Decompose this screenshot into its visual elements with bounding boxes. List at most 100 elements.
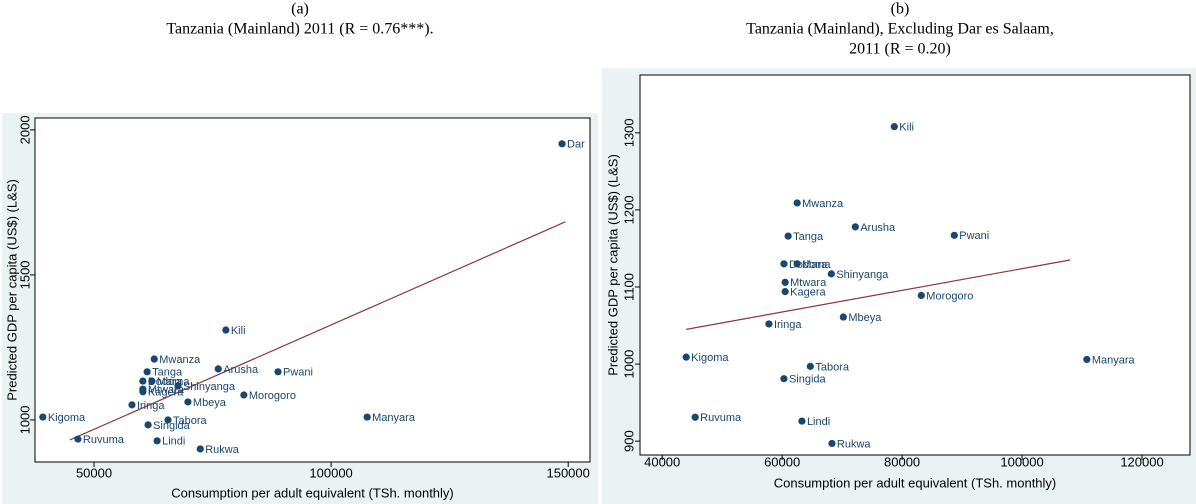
y-axis-title: Predicted GDP per capita (US$) (L&S) (4, 179, 19, 401)
fit-line (69, 221, 566, 441)
point (798, 417, 806, 425)
point-label: Manyara (372, 412, 416, 424)
point-label: Singida (789, 374, 827, 386)
point (839, 313, 847, 321)
point (806, 362, 814, 370)
point (128, 401, 136, 409)
x-axis-title: Consumption per adult equivalent (TSh. m… (171, 485, 454, 500)
point-label: Shinyanga (183, 381, 236, 393)
x-axis-title: Consumption per adult equivalent (TSh. m… (774, 475, 1057, 490)
point (148, 377, 156, 385)
point-label: Kili (899, 122, 914, 134)
plot-area (639, 74, 1191, 456)
point-label: Pwani (959, 230, 989, 242)
point-label: Rukwa (837, 438, 872, 450)
point (793, 199, 801, 207)
chart-title: Tanzania (Mainland), Excluding Dar es Sa… (746, 21, 1054, 38)
point-label: Kagera (148, 387, 184, 399)
point-label: Morogoro (926, 290, 973, 302)
point-label: Iringa (774, 319, 802, 331)
point-label: Lindi (162, 436, 185, 448)
point-label: Kili (231, 325, 246, 337)
y-tick-label: 1200 (621, 195, 636, 224)
chart-title: 2011 (R = 0.20) (849, 41, 951, 58)
point-label: Dar (567, 139, 585, 151)
point (139, 388, 147, 396)
point (150, 355, 158, 363)
y-tick-label: 1000 (17, 405, 32, 434)
y-tick-label: 900 (621, 430, 636, 452)
point-label: Kagera (790, 286, 826, 298)
point (827, 270, 835, 278)
x-tick-label: 40000 (644, 454, 680, 469)
x-tick-label: 100000 (309, 465, 352, 480)
x-tick-label: 60000 (764, 454, 800, 469)
point-label: Tabora (173, 415, 208, 427)
point (950, 231, 958, 239)
point (558, 140, 566, 148)
point-label: Tabora (815, 361, 850, 373)
point-label: Mbeya (848, 312, 882, 324)
y-tick-label: 1300 (621, 118, 636, 147)
y-tick-label: 2000 (17, 115, 32, 144)
point (1083, 355, 1091, 364)
point (890, 123, 898, 131)
point (39, 413, 47, 421)
y-tick-label: 1500 (17, 260, 32, 289)
point (780, 260, 788, 268)
point (780, 375, 788, 383)
point-label: Rukwa (205, 444, 240, 456)
point (274, 368, 282, 376)
point (781, 278, 789, 286)
plot-area (34, 117, 591, 463)
point (153, 437, 161, 445)
point (214, 365, 222, 373)
point-label: Mara (802, 259, 828, 271)
point (828, 439, 836, 448)
point-label: Tanga (152, 367, 183, 379)
x-tick-label: 100000 (1000, 454, 1043, 469)
point-label: Arusha (860, 222, 896, 234)
x-tick-label: 50000 (76, 465, 112, 480)
point-label: Ruvuma (700, 412, 742, 424)
point (184, 398, 192, 406)
point-label: Shinyanga (836, 269, 889, 281)
point-label: Iringa (137, 400, 165, 412)
point-label: Kigoma (691, 352, 729, 364)
point-label: Mwanza (159, 354, 201, 366)
y-tick-label: 1000 (621, 350, 636, 379)
point (164, 416, 172, 424)
x-tick-label: 150000 (546, 465, 589, 480)
point-label: Manyara (1092, 354, 1136, 366)
point (144, 421, 152, 429)
point-label: Lindi (807, 416, 830, 428)
point (917, 291, 925, 300)
fit-line (686, 259, 1071, 330)
point (196, 445, 204, 453)
x-tick-label: 80000 (884, 454, 920, 469)
point (851, 223, 859, 231)
point (784, 232, 792, 240)
point (174, 382, 182, 390)
y-tick-label: 1100 (621, 273, 636, 301)
point-label: Mtwara (148, 384, 185, 396)
point (143, 368, 151, 376)
point-label: Singida (153, 420, 191, 432)
panel-label: (a) (291, 1, 309, 18)
point-label: Tanga (793, 231, 824, 243)
point-label: Morogoro (249, 390, 296, 402)
x-tick-label: 120000 (1120, 454, 1163, 469)
point (74, 435, 82, 443)
chart-title: Tanzania (Mainland) 2011 (R = 0.76***). (166, 21, 433, 38)
point (765, 320, 773, 328)
panel-label: (b) (891, 1, 910, 18)
point (682, 353, 690, 361)
point-label: Ruvuma (83, 434, 125, 446)
point (240, 391, 248, 399)
point (691, 413, 699, 421)
point-label: Mtwara (790, 277, 827, 289)
point-label: Pwani (283, 367, 313, 379)
point-label: Arusha (223, 364, 259, 376)
point-label: Mwanza (802, 198, 844, 210)
point (793, 260, 801, 268)
